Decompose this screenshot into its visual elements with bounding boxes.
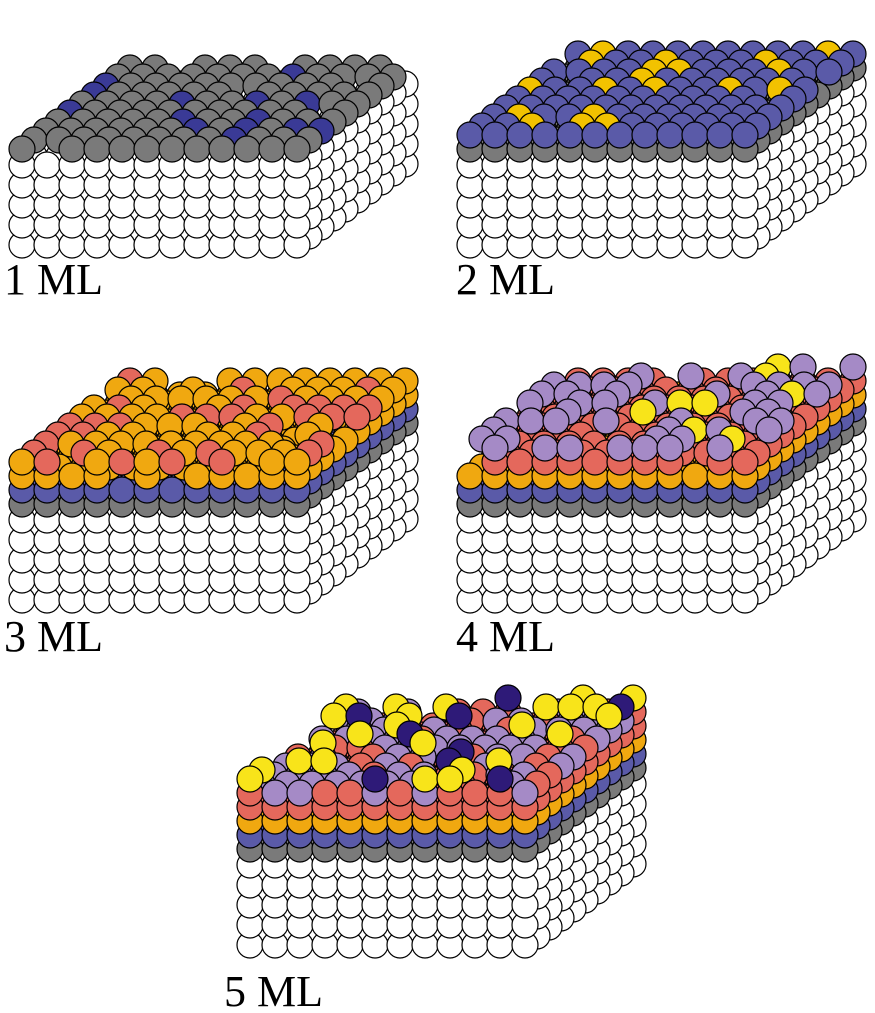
atom [159, 136, 185, 162]
atom [804, 381, 830, 407]
atom [184, 136, 210, 162]
atom [311, 748, 337, 774]
atom [410, 730, 436, 756]
atom [593, 408, 619, 434]
panel-label: 3 ML [4, 612, 103, 661]
atom [134, 136, 160, 162]
atom [532, 122, 558, 148]
atom [237, 766, 263, 792]
panel-label: 4 ML [456, 612, 555, 661]
atom [9, 136, 35, 162]
atom [482, 435, 508, 461]
atom [482, 122, 508, 148]
atom-block [457, 354, 866, 613]
atom [284, 136, 310, 162]
atom [286, 748, 312, 774]
atom [34, 449, 60, 475]
atom-blocks [9, 41, 866, 958]
atom [134, 449, 160, 475]
atom [732, 122, 758, 148]
atom [840, 354, 866, 380]
atom [707, 122, 733, 148]
atom [287, 780, 313, 806]
atom [234, 463, 260, 489]
atom [362, 766, 388, 792]
atom [582, 122, 608, 148]
atom [657, 122, 683, 148]
atom [109, 477, 135, 503]
atom [209, 449, 235, 475]
atom [462, 780, 488, 806]
atom [507, 449, 533, 475]
atom [159, 449, 185, 475]
figure: 1 ML 2 ML 3 ML 4 ML 5 ML [0, 0, 875, 1013]
atom [582, 449, 608, 475]
atom [756, 417, 782, 443]
atom [84, 136, 110, 162]
atom [507, 122, 533, 148]
atom [184, 463, 210, 489]
atom [9, 449, 35, 475]
atom-block [9, 368, 418, 613]
atom [59, 463, 85, 489]
atom [518, 408, 544, 434]
atom [509, 712, 535, 738]
atom [234, 136, 260, 162]
atom [816, 59, 842, 85]
atom [557, 122, 583, 148]
atom [630, 399, 656, 425]
atom [692, 390, 718, 416]
atom [558, 694, 584, 720]
atom-block [457, 41, 866, 258]
atom [262, 780, 288, 806]
atom [678, 363, 704, 389]
atom [543, 408, 569, 434]
atom [557, 435, 583, 461]
panel-label: 1 ML [4, 255, 103, 304]
atom [607, 435, 633, 461]
atom [312, 780, 338, 806]
atom [347, 721, 373, 747]
atom [84, 449, 110, 475]
page: {"panels": [{"label": "1 ML"}, {"label":… [0, 0, 875, 1013]
atom [209, 136, 235, 162]
atom [682, 122, 708, 148]
atom [109, 449, 135, 475]
atom [547, 721, 573, 747]
atom [732, 449, 758, 475]
atom [632, 122, 658, 148]
atom [59, 136, 85, 162]
atom [512, 780, 538, 806]
atom [657, 435, 683, 461]
atom [533, 694, 559, 720]
atom [446, 703, 472, 729]
atom [109, 136, 135, 162]
atom [707, 435, 733, 461]
atom [457, 463, 483, 489]
atom [607, 122, 633, 148]
atom [632, 435, 658, 461]
atom [387, 780, 413, 806]
atom [159, 477, 185, 503]
atom [532, 435, 558, 461]
atom [344, 404, 370, 430]
atom [259, 136, 285, 162]
atom [259, 449, 285, 475]
atom [495, 685, 521, 711]
atom [284, 449, 310, 475]
atom [682, 463, 708, 489]
atom [457, 122, 483, 148]
atom [487, 766, 513, 792]
panel-label: 2 ML [456, 255, 555, 304]
atom [412, 766, 438, 792]
atom [437, 766, 463, 792]
atom-block [237, 685, 646, 958]
atom [34, 152, 60, 178]
atom-block [9, 55, 418, 258]
panel-label: 5 ML [224, 967, 323, 1013]
atom [321, 703, 347, 729]
atom [596, 703, 622, 729]
atom [337, 780, 363, 806]
